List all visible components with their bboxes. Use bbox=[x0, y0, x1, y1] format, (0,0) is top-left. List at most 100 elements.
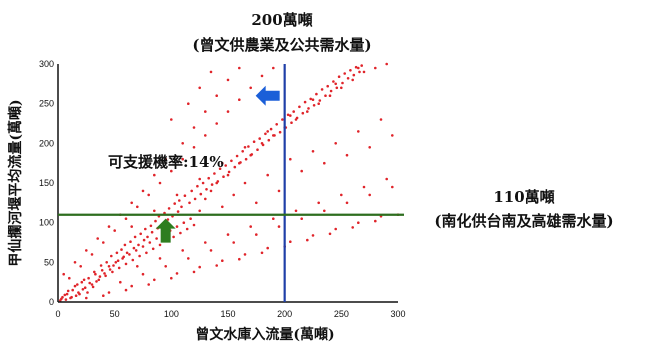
data-point bbox=[147, 283, 150, 286]
data-point bbox=[317, 102, 321, 105]
data-point bbox=[88, 281, 91, 285]
data-point bbox=[144, 227, 147, 231]
data-point bbox=[357, 130, 360, 133]
data-point bbox=[226, 78, 230, 82]
data-point bbox=[328, 94, 332, 97]
axes bbox=[57, 64, 398, 303]
data-point bbox=[307, 107, 310, 110]
data-point bbox=[136, 265, 139, 268]
data-point bbox=[76, 283, 79, 286]
data-points bbox=[59, 62, 400, 302]
data-point bbox=[192, 126, 196, 129]
data-point bbox=[362, 70, 366, 74]
y-tick-label: 150 bbox=[39, 178, 54, 188]
data-point bbox=[176, 210, 180, 213]
data-point bbox=[224, 164, 227, 167]
data-point bbox=[238, 98, 241, 101]
x-tick-label: 50 bbox=[110, 309, 120, 319]
data-point bbox=[178, 199, 181, 202]
data-point bbox=[170, 276, 173, 280]
data-point bbox=[323, 161, 326, 165]
data-point bbox=[182, 221, 186, 224]
data-point bbox=[334, 142, 338, 145]
data-point bbox=[281, 118, 284, 121]
data-point bbox=[181, 249, 184, 252]
data-point bbox=[238, 257, 241, 261]
data-point bbox=[294, 209, 298, 213]
data-point bbox=[150, 230, 154, 234]
data-point bbox=[167, 207, 171, 210]
data-point bbox=[385, 177, 389, 181]
data-point bbox=[303, 100, 307, 104]
data-point bbox=[154, 219, 157, 223]
x-tick-label: 0 bbox=[55, 309, 60, 319]
data-point bbox=[289, 114, 292, 117]
data-point bbox=[232, 193, 235, 197]
data-point bbox=[239, 161, 242, 164]
tick-labels: 0 50 100 150 200 250 300 0 50 100 150 200 250 300 bbox=[39, 59, 406, 319]
data-point bbox=[68, 276, 71, 280]
data-point bbox=[147, 193, 150, 197]
data-point bbox=[204, 134, 207, 137]
x-tick-label: 100 bbox=[164, 309, 179, 319]
data-point bbox=[266, 246, 270, 250]
data-point bbox=[334, 82, 338, 86]
data-point bbox=[145, 251, 148, 255]
data-point bbox=[232, 241, 235, 244]
data-point bbox=[138, 254, 141, 258]
data-point bbox=[277, 225, 281, 228]
data-point bbox=[258, 137, 262, 140]
data-point bbox=[190, 189, 193, 193]
data-point bbox=[221, 259, 224, 263]
data-point bbox=[122, 255, 125, 259]
data-point bbox=[312, 104, 316, 107]
data-point bbox=[249, 86, 252, 90]
x-axis-title: 曾文水庫入流量(萬噸) bbox=[195, 326, 334, 343]
y-tick-label: 300 bbox=[39, 59, 54, 69]
data-point bbox=[142, 238, 146, 242]
data-point bbox=[123, 243, 127, 247]
data-point bbox=[226, 110, 230, 113]
data-point bbox=[324, 94, 327, 97]
data-point bbox=[210, 183, 214, 186]
data-point bbox=[124, 217, 128, 220]
data-point bbox=[260, 251, 264, 255]
right-label-line-2: (南化供台南及高雄需水量) bbox=[434, 212, 613, 230]
data-point bbox=[354, 65, 358, 69]
data-point bbox=[349, 69, 352, 72]
data-point bbox=[320, 88, 324, 91]
data-point bbox=[346, 77, 350, 80]
data-point bbox=[379, 118, 383, 121]
data-point bbox=[340, 193, 343, 197]
data-point bbox=[318, 99, 322, 102]
data-point bbox=[391, 134, 394, 137]
data-point bbox=[96, 237, 99, 240]
data-point bbox=[189, 217, 192, 220]
arrows bbox=[155, 85, 280, 243]
data-point bbox=[170, 118, 173, 121]
data-point bbox=[117, 266, 121, 270]
data-point bbox=[278, 130, 282, 134]
data-point bbox=[309, 97, 313, 101]
data-point bbox=[368, 146, 372, 149]
data-point bbox=[79, 265, 82, 268]
data-point bbox=[300, 217, 304, 220]
data-point bbox=[139, 232, 142, 236]
data-point bbox=[326, 84, 330, 88]
data-point bbox=[153, 278, 156, 282]
data-point bbox=[207, 176, 210, 180]
data-point bbox=[180, 205, 183, 209]
data-point bbox=[311, 234, 315, 237]
data-point bbox=[158, 257, 162, 260]
data-point bbox=[116, 259, 120, 263]
data-point bbox=[329, 89, 333, 93]
data-point bbox=[216, 180, 220, 183]
data-point bbox=[61, 295, 64, 299]
y-tick-label: 100 bbox=[39, 218, 54, 228]
data-point bbox=[306, 238, 309, 242]
data-point bbox=[153, 173, 156, 177]
data-point bbox=[311, 98, 315, 101]
data-point bbox=[124, 262, 128, 266]
data-point bbox=[252, 140, 256, 143]
